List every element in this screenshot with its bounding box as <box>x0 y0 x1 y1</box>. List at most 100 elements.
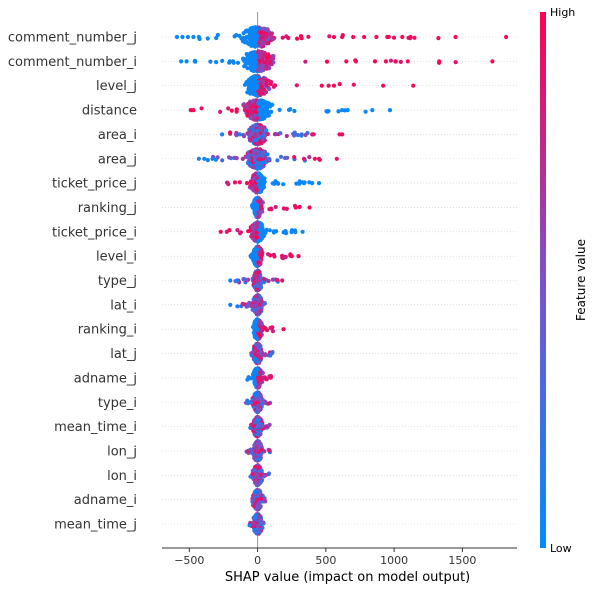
shap-outlier-point <box>411 83 416 88</box>
shap-outlier-point <box>400 34 405 40</box>
shap-outlier-point <box>340 132 345 137</box>
shap-point <box>230 59 236 64</box>
shap-point <box>281 230 286 235</box>
shap-point <box>327 34 332 39</box>
shap-point <box>241 134 247 139</box>
shap-point <box>299 132 304 137</box>
shap-point <box>257 252 262 257</box>
shap-point <box>244 304 249 309</box>
shap-point <box>324 109 329 114</box>
shap-point <box>259 108 264 113</box>
shap-point <box>248 55 253 60</box>
shap-point <box>256 214 261 220</box>
shap-outlier-point <box>387 108 393 113</box>
shap-point <box>240 301 245 306</box>
shap-point <box>261 400 266 406</box>
shap-point <box>303 132 308 138</box>
shap-point <box>229 108 234 113</box>
shap-point <box>205 36 210 41</box>
shap-outlier-point <box>385 34 390 40</box>
shap-point <box>248 253 253 258</box>
shap-point <box>256 394 261 399</box>
shap-point <box>268 34 273 39</box>
shap-point <box>258 182 264 187</box>
shap-point <box>284 206 289 211</box>
shap-point <box>226 155 232 160</box>
shap-point <box>254 283 259 288</box>
shap-outlier-point <box>319 83 324 88</box>
shap-point <box>271 252 276 257</box>
shap-point <box>247 83 252 88</box>
shap-point <box>271 230 276 235</box>
shap-point <box>266 102 272 107</box>
shap-point <box>256 278 261 283</box>
shap-point <box>256 157 261 162</box>
shap-point <box>251 60 256 65</box>
shap-point <box>292 155 297 160</box>
shap-point <box>363 109 368 114</box>
shap-outlier-point <box>408 34 413 40</box>
shap-outlier-point <box>235 278 240 283</box>
shap-outlier-point <box>316 156 322 161</box>
shap-point <box>275 277 280 283</box>
shap-point <box>244 154 249 159</box>
shap-point <box>273 83 278 88</box>
shap-point <box>254 230 259 235</box>
shap-point <box>249 203 255 208</box>
shap-point <box>273 204 278 210</box>
shap-point <box>254 43 259 48</box>
shap-point <box>213 157 218 162</box>
shap-point <box>245 113 250 118</box>
shap-point <box>262 230 267 235</box>
shap-point <box>269 207 274 212</box>
shap-point <box>250 65 255 70</box>
shap-point <box>255 128 260 134</box>
shap-point <box>412 35 417 40</box>
shap-point <box>255 247 260 252</box>
shap-point <box>257 449 262 454</box>
shap-point <box>248 137 253 142</box>
shap-point <box>250 33 255 38</box>
shap-point <box>266 252 271 257</box>
shap-point <box>199 106 204 111</box>
shap-point <box>256 260 261 265</box>
shap-point <box>258 175 263 180</box>
shap-outlier-point <box>196 34 201 40</box>
shap-point <box>264 377 269 382</box>
shap-point <box>258 285 263 290</box>
shap-point <box>254 116 259 121</box>
shap-point <box>232 180 238 185</box>
shap-point <box>256 68 261 73</box>
shap-point <box>266 113 271 118</box>
shap-point <box>260 78 265 84</box>
shap-point <box>238 231 243 236</box>
shap-point <box>253 134 258 139</box>
shap-outlier-point <box>326 83 331 88</box>
shap-point <box>267 157 272 162</box>
shap-outlier-point <box>383 59 388 64</box>
shap-point <box>453 60 458 65</box>
shap-outlier-point <box>344 59 349 64</box>
shap-outlier-point <box>237 132 242 137</box>
shap-point <box>259 204 264 209</box>
shap-point <box>255 199 261 204</box>
shap-point <box>255 343 261 348</box>
shap-outlier-point <box>228 278 233 283</box>
shap-point <box>208 59 213 64</box>
shap-point <box>286 107 292 112</box>
shap-outlier-point <box>281 327 286 332</box>
shap-point <box>295 36 300 41</box>
shap-outlier-point <box>191 108 196 113</box>
shap-point <box>240 156 245 161</box>
shap-point <box>324 59 330 64</box>
shap-point <box>246 400 251 405</box>
shap-point <box>251 374 256 379</box>
shap-point <box>259 98 264 103</box>
shap-point <box>278 131 283 136</box>
shap-point <box>259 30 264 35</box>
shap-point <box>262 115 267 120</box>
shap-point <box>225 180 230 185</box>
shap-outlier-point <box>185 34 190 40</box>
shap-point <box>214 60 219 65</box>
